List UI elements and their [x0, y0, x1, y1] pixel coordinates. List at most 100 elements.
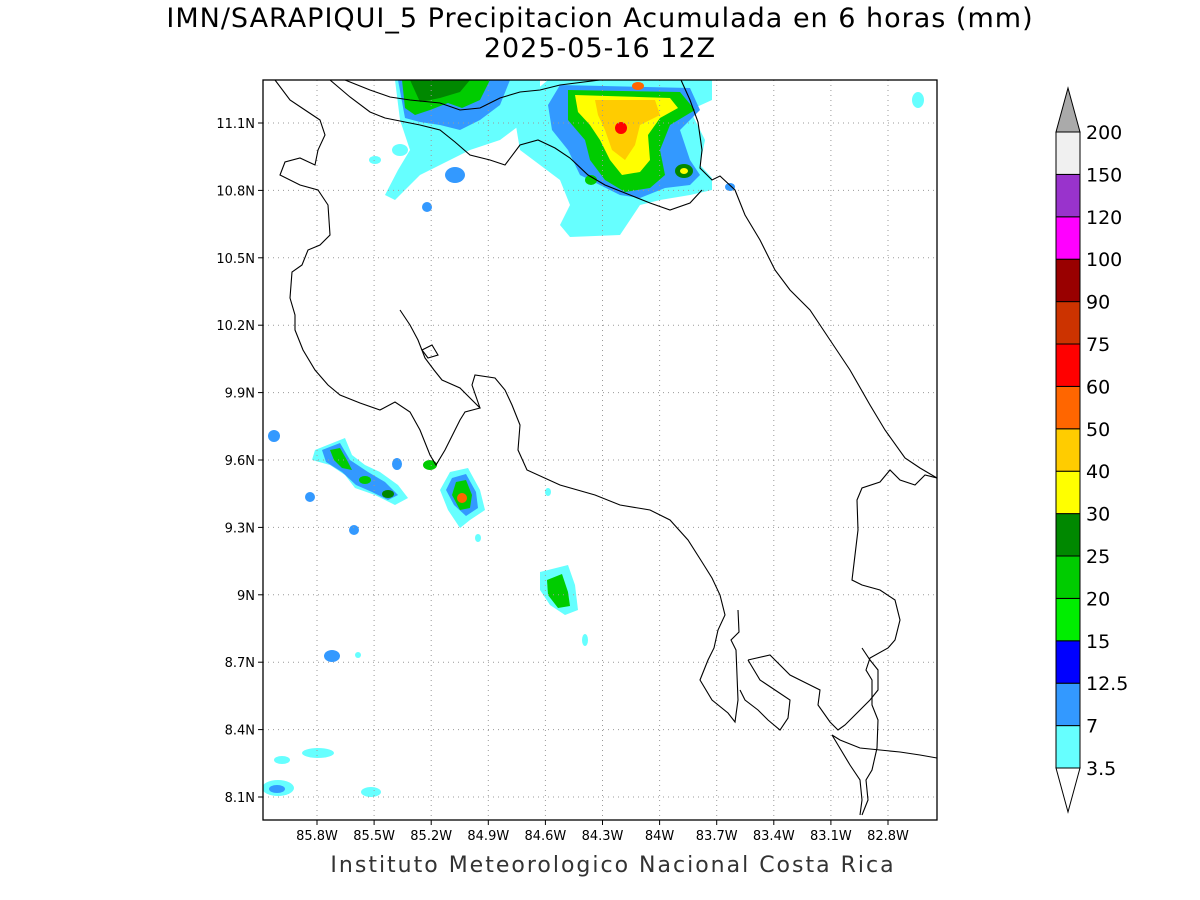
x-tick-label: 82.8W	[867, 829, 909, 844]
x-tick-label: 84.9W	[467, 829, 509, 844]
osa-peninsula-coast	[747, 647, 879, 731]
precip-cell	[355, 652, 361, 658]
precip-cell	[269, 785, 285, 793]
map-grid	[263, 80, 937, 820]
colorbar-min-triangle	[1055, 767, 1081, 814]
precip-cell	[382, 490, 394, 498]
precip-cell	[392, 144, 408, 156]
coastlines	[274, 80, 937, 816]
y-tick-label: 10.8N	[216, 184, 255, 199]
precip-cell	[585, 175, 597, 185]
colorbar-swatch	[1055, 131, 1081, 175]
precip-cell	[361, 787, 381, 797]
precip-max-orange	[632, 82, 644, 90]
pacific-coastline-nicoya	[274, 80, 482, 467]
y-tick-label: 10.2N	[216, 319, 255, 334]
colorbar-level-label: 20	[1086, 588, 1110, 610]
precip-cell	[422, 202, 432, 212]
colorbar-level-label: 120	[1086, 207, 1122, 229]
colorbar-swatch	[1055, 597, 1081, 642]
colorbar-level-label: 15	[1086, 631, 1110, 653]
precip-cell	[274, 756, 290, 764]
colorbar-legend: 3.5 7 12.5 15 20 25 30 40 50 60 75 90 100 120 150 200	[1055, 86, 1128, 814]
precip-cell	[302, 748, 334, 758]
colorbar-swatch	[1055, 216, 1081, 260]
colorbar-max-triangle	[1055, 86, 1081, 133]
colorbar-swatch	[1055, 725, 1081, 769]
y-tick-label: 11.1N	[216, 117, 255, 132]
precip-cell	[475, 534, 481, 542]
precip-area-green	[330, 448, 352, 470]
nicoya-island	[421, 344, 439, 359]
y-tick-label: 9N	[237, 589, 255, 604]
precip-cell	[305, 492, 315, 502]
x-tick-label: 83.7W	[696, 829, 738, 844]
footer-credit: Instituto Meteorologico Nacional Costa R…	[330, 853, 896, 878]
map-frame	[262, 79, 938, 821]
colorbar-level-label: 7	[1086, 716, 1098, 738]
y-tick-label: 8.1N	[225, 791, 255, 806]
golfo-dulce-coast	[739, 659, 791, 731]
y-tick-label: 8.7N	[225, 656, 255, 671]
panama-border	[851, 469, 937, 816]
precip-cell	[445, 167, 465, 183]
colorbar-swatch	[1055, 301, 1081, 345]
precip-cell	[423, 460, 437, 470]
colorbar-level-label: 3.5	[1086, 758, 1116, 780]
x-tick-label: 84W	[645, 829, 675, 844]
colorbar-level-label: 150	[1086, 164, 1122, 186]
colorbar-swatch	[1055, 682, 1081, 727]
colorbar-level-label: 75	[1086, 334, 1110, 356]
colorbar-level-label: 30	[1086, 504, 1110, 526]
precip-cell	[680, 168, 688, 174]
x-tick-label: 84.3W	[582, 829, 624, 844]
colorbar-level-label: 50	[1086, 419, 1110, 441]
colorbar-swatch	[1055, 513, 1081, 557]
y-tick-label: 8.4N	[225, 724, 255, 739]
precip-cell	[725, 183, 735, 191]
colorbar-swatch	[1055, 640, 1081, 684]
precip-cell	[359, 476, 371, 484]
precip-cell	[545, 488, 551, 496]
colorbar-level-label: 200	[1086, 122, 1122, 144]
nicaragua-lake-shore	[344, 80, 601, 111]
nicaragua-border	[329, 80, 703, 211]
precip-max-red	[615, 122, 627, 134]
y-tick-label: 9.3N	[225, 521, 255, 536]
colorbar-level-label: 100	[1086, 249, 1122, 271]
longitude-axis: 85.8W 85.5W 85.2W 84.9W 84.6W 84.3W 84W 83.7W 83…	[296, 820, 909, 844]
precip-area-green	[547, 574, 570, 608]
x-tick-label: 85.2W	[410, 829, 452, 844]
latitude-axis: 8.1N 8.4N 8.7N 9N 9.3N 9.6N 9.9N 10.2N 10.5N 10.8…	[216, 117, 263, 806]
precip-cell	[369, 156, 381, 164]
precipitation-field	[263, 80, 924, 797]
y-tick-label: 9.9N	[225, 387, 255, 402]
x-tick-label: 84.6W	[524, 829, 566, 844]
colorbar-swatch	[1055, 343, 1081, 387]
colorbar-level-label: 25	[1086, 546, 1110, 568]
colorbar-level-label: 90	[1086, 292, 1110, 314]
chart-title: IMN/SARAPIQUI_5 Precipitacion Acumulada …	[166, 3, 1034, 34]
precip-cell	[268, 430, 280, 442]
x-tick-label: 83.4W	[753, 829, 795, 844]
precip-max-orange	[457, 493, 467, 503]
colorbar-level-label: 60	[1086, 376, 1110, 398]
burica-coast	[831, 734, 937, 816]
y-tick-label: 9.6N	[225, 454, 255, 469]
colorbar-swatch	[1055, 258, 1081, 303]
pacific-coastline-central	[471, 374, 740, 724]
precip-cell	[324, 650, 340, 662]
caribbean-coastline	[680, 80, 937, 479]
x-tick-label: 85.8W	[296, 829, 338, 844]
precip-area-orange	[595, 100, 660, 160]
colorbar-swatch	[1055, 555, 1081, 599]
colorbar-swatch	[1055, 428, 1081, 472]
precip-cell	[392, 458, 402, 470]
colorbar-level-label: 12.5	[1086, 673, 1128, 695]
precip-area-dark	[410, 80, 470, 102]
colorbar-level-label: 40	[1086, 461, 1110, 483]
precip-cell	[912, 92, 924, 108]
colorbar-swatch	[1055, 173, 1081, 218]
x-tick-label: 85.5W	[353, 829, 395, 844]
